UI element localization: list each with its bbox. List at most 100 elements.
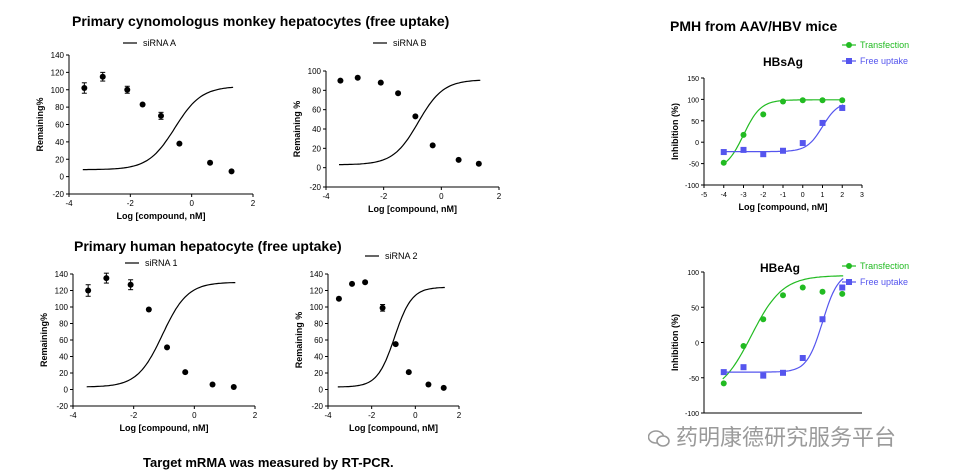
data-point bbox=[760, 111, 767, 118]
y-tick-label: 80 bbox=[55, 103, 64, 112]
data-point bbox=[228, 168, 235, 175]
y-tick-label: 50 bbox=[691, 119, 699, 126]
y-tick-label: 100 bbox=[687, 97, 699, 104]
data-point bbox=[379, 304, 386, 311]
legend-marker bbox=[846, 42, 852, 48]
y-tick-label: 140 bbox=[51, 51, 65, 60]
y-axis-label: Remaining% bbox=[35, 97, 45, 151]
data-point bbox=[392, 341, 399, 348]
x-tick-label: 0 bbox=[189, 199, 194, 208]
y-tick-label: -20 bbox=[311, 402, 323, 411]
data-point bbox=[354, 74, 361, 81]
legend-label: siRNA 1 bbox=[145, 258, 178, 268]
x-tick-label: -1 bbox=[780, 192, 786, 199]
legend-label: Free uptake bbox=[860, 277, 908, 287]
fit-curve bbox=[337, 286, 445, 388]
x-axis-label: Log [compound, nM] bbox=[368, 204, 457, 214]
y-tick-label: 40 bbox=[312, 125, 321, 134]
x-tick-label: 2 bbox=[253, 411, 258, 420]
fit-curve bbox=[86, 282, 236, 388]
data-point bbox=[819, 288, 826, 295]
data-point bbox=[839, 290, 846, 297]
y-tick-label: 100 bbox=[51, 86, 65, 95]
data-point bbox=[819, 316, 826, 323]
data-point bbox=[337, 77, 344, 84]
x-axis-label: Log [compound, nM] bbox=[117, 211, 206, 221]
x-tick-label: 0 bbox=[413, 411, 418, 420]
y-tick-label: -100 bbox=[685, 183, 699, 190]
x-tick-label: -4 bbox=[721, 192, 727, 199]
data-point bbox=[99, 73, 106, 80]
data-point bbox=[103, 275, 110, 282]
y-tick-label: 40 bbox=[59, 353, 68, 362]
data-point bbox=[349, 280, 356, 287]
y-tick-label: 40 bbox=[314, 353, 323, 362]
data-point bbox=[158, 112, 164, 119]
y-axis-label: Remaining% bbox=[39, 313, 49, 367]
wechat-icon bbox=[648, 430, 670, 447]
y-tick-label: 60 bbox=[55, 121, 64, 130]
y-tick-label: -100 bbox=[685, 411, 699, 418]
data-point bbox=[740, 364, 747, 371]
data-point bbox=[230, 384, 237, 391]
data-point bbox=[85, 287, 92, 294]
data-point bbox=[780, 369, 786, 376]
x-tick-label: -3 bbox=[740, 192, 746, 199]
y-tick-label: 80 bbox=[59, 320, 68, 329]
x-tick-label: 0 bbox=[192, 411, 197, 420]
data-point bbox=[839, 104, 846, 111]
legend-marker bbox=[846, 263, 852, 269]
fit-curve bbox=[82, 86, 234, 171]
chart-title: HBeAg bbox=[760, 261, 800, 275]
legend-label: Transfection bbox=[860, 40, 909, 50]
data-point bbox=[335, 295, 342, 302]
y-tick-label: -50 bbox=[689, 162, 699, 169]
data-point bbox=[760, 151, 767, 158]
data-point bbox=[720, 149, 727, 156]
data-point bbox=[145, 306, 152, 313]
data-point bbox=[780, 147, 786, 154]
legend-label: siRNA B bbox=[393, 38, 427, 48]
data-point bbox=[209, 381, 216, 388]
data-point bbox=[720, 159, 727, 166]
data-point bbox=[139, 101, 146, 108]
data-point bbox=[176, 140, 183, 147]
x-tick-label: 0 bbox=[439, 192, 444, 201]
data-point bbox=[799, 140, 806, 147]
data-point bbox=[440, 384, 447, 391]
y-tick-label: 0 bbox=[64, 386, 69, 395]
x-tick-label: -4 bbox=[324, 411, 332, 420]
data-point bbox=[799, 97, 806, 104]
data-point bbox=[425, 381, 432, 388]
y-tick-label: 0 bbox=[319, 386, 324, 395]
data-point bbox=[377, 79, 384, 86]
y-tick-label: -20 bbox=[309, 183, 321, 192]
y-tick-label: -20 bbox=[56, 402, 68, 411]
y-tick-label: 0 bbox=[317, 164, 322, 173]
x-tick-label: 3 bbox=[860, 192, 864, 199]
legend-label: Transfection bbox=[860, 261, 909, 271]
y-tick-label: 20 bbox=[59, 369, 68, 378]
data-point bbox=[740, 343, 747, 350]
y-tick-label: 100 bbox=[308, 67, 322, 76]
data-point bbox=[760, 316, 767, 323]
y-tick-label: 120 bbox=[310, 287, 324, 296]
data-point bbox=[740, 131, 747, 138]
data-point bbox=[839, 97, 846, 104]
y-tick-label: 80 bbox=[314, 320, 323, 329]
heading-pmh: PMH from AAV/HBV mice bbox=[670, 18, 838, 34]
y-tick-label: 60 bbox=[312, 106, 321, 115]
heading-monkey: Primary cynomologus monkey hepatocytes (… bbox=[72, 13, 450, 29]
x-tick-label: -2 bbox=[130, 411, 138, 420]
y-tick-label: 60 bbox=[59, 336, 68, 345]
data-point bbox=[455, 156, 462, 163]
data-point bbox=[780, 98, 786, 105]
data-point bbox=[412, 113, 419, 120]
data-point bbox=[182, 369, 189, 376]
data-point bbox=[819, 119, 826, 126]
y-tick-label: 20 bbox=[55, 155, 64, 164]
